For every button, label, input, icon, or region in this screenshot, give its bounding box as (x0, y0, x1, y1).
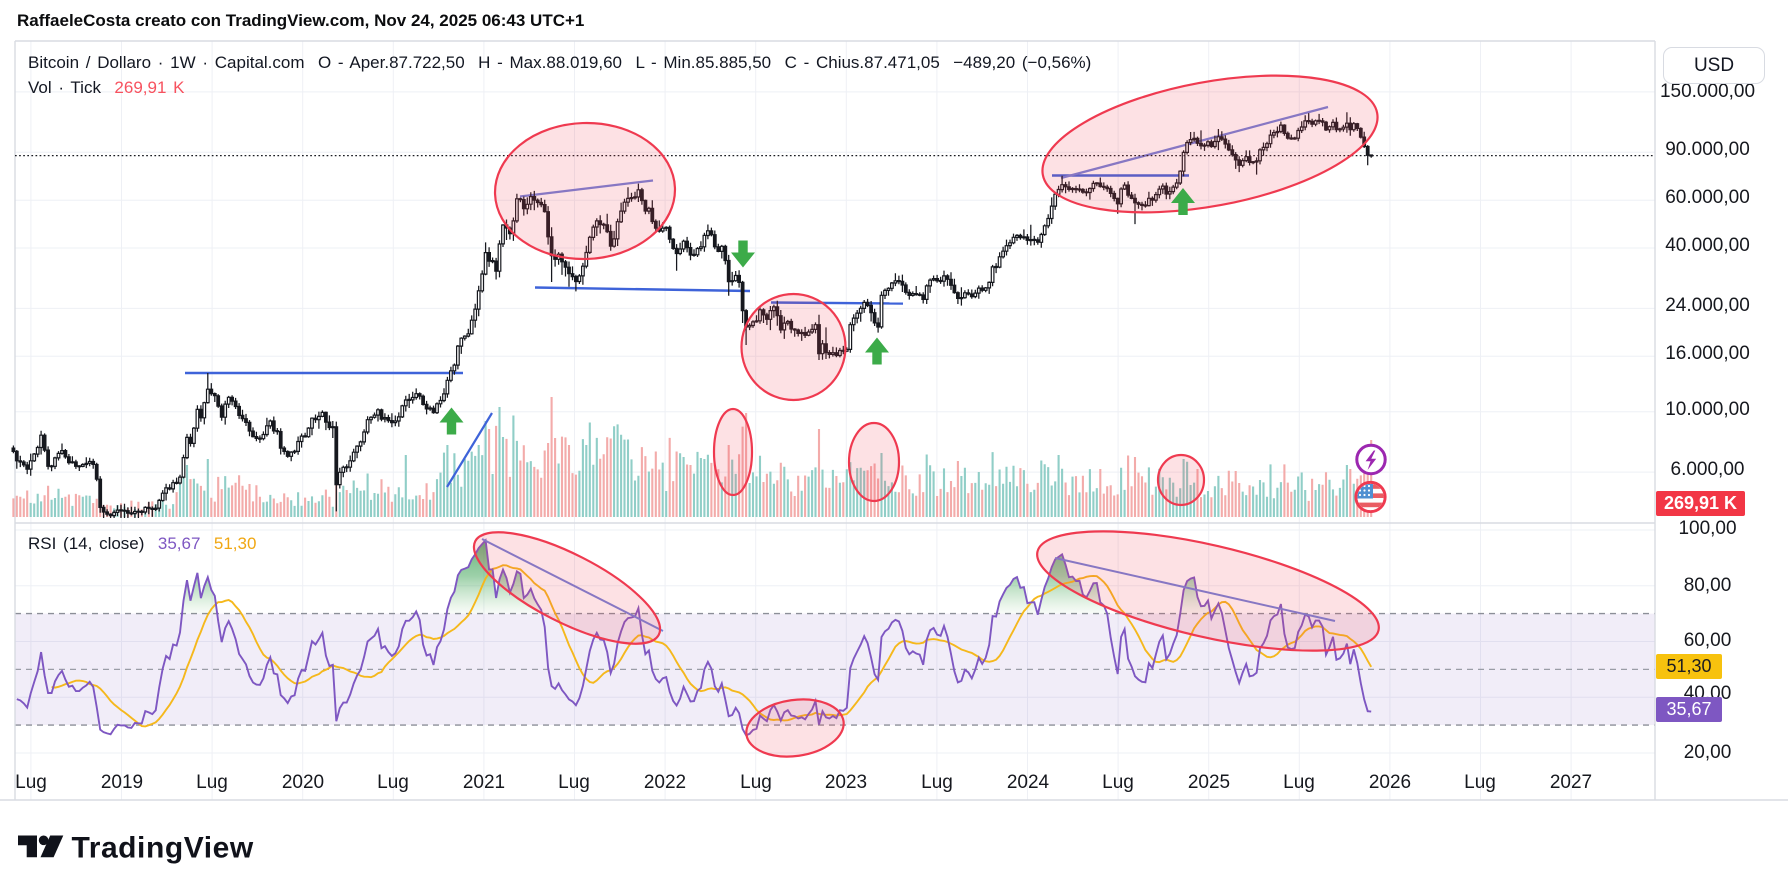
svg-text:TradingView: TradingView (72, 832, 254, 865)
